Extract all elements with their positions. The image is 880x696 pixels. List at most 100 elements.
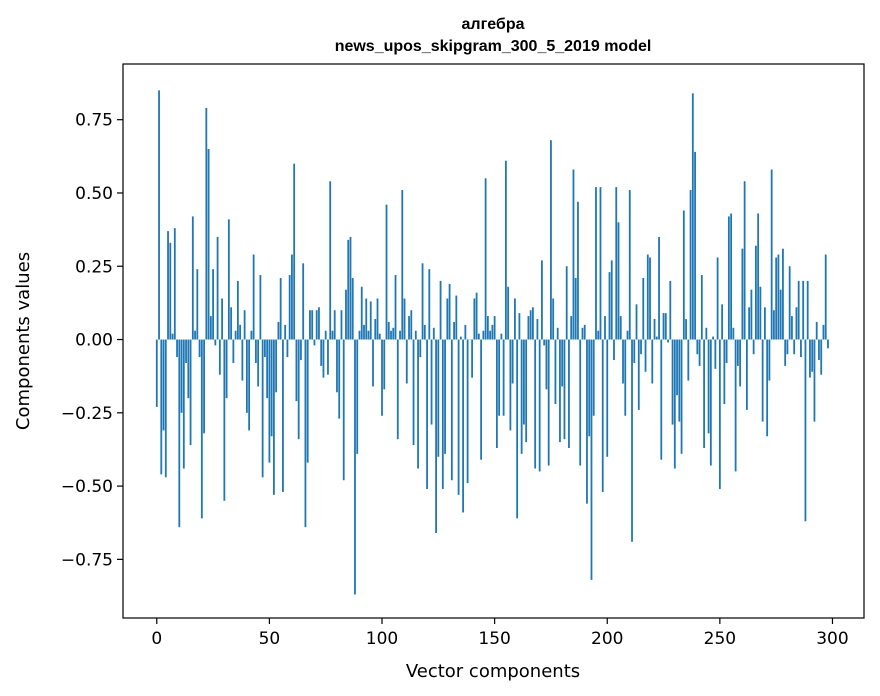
- x-tick-label: 250: [704, 629, 736, 649]
- bar-286: [800, 339, 802, 358]
- bar-197: [599, 187, 602, 340]
- bar-74: [322, 339, 325, 378]
- bar-58: [286, 339, 289, 358]
- bar-185: [572, 169, 575, 340]
- bar-72: [318, 307, 320, 340]
- bar-196: [597, 330, 600, 340]
- bar-90: [358, 330, 361, 340]
- bar-39: [243, 310, 246, 340]
- bar-236: [687, 339, 690, 381]
- bar-84: [345, 289, 347, 340]
- bar-9: [176, 339, 178, 358]
- bar-189: [581, 327, 584, 340]
- bar-168: [534, 339, 537, 469]
- bar-130: [448, 283, 451, 340]
- bar-278: [782, 248, 784, 340]
- bar-46: [259, 275, 262, 340]
- bar-69: [311, 310, 314, 340]
- bar-146: [484, 178, 487, 340]
- bar-296: [822, 324, 825, 340]
- bar-144: [480, 339, 483, 460]
- bar-194: [592, 339, 595, 416]
- bar-233: [680, 339, 683, 454]
- bars-group: [155, 90, 829, 595]
- bar-188: [579, 339, 582, 466]
- bar-1: [158, 90, 160, 340]
- bar-43: [252, 254, 255, 340]
- bar-141: [473, 298, 476, 340]
- bar-76: [327, 339, 329, 375]
- bar-154: [502, 339, 505, 416]
- bar-273: [770, 169, 773, 340]
- bar-85: [347, 239, 350, 340]
- bar-264: [750, 289, 753, 340]
- bar-164: [525, 339, 528, 443]
- bar-230: [673, 339, 676, 469]
- bar-252: [723, 339, 726, 405]
- bar-57: [284, 324, 287, 340]
- bar-132: [453, 321, 455, 340]
- bar-23: [207, 149, 210, 340]
- bar-45: [257, 339, 260, 387]
- bar-143: [477, 333, 480, 340]
- bar-24: [209, 316, 212, 340]
- bar-19: [198, 339, 201, 358]
- bar-239: [694, 151, 696, 340]
- bar-102: [385, 204, 388, 340]
- bar-44: [254, 339, 257, 363]
- bar-162: [520, 339, 523, 454]
- bar-246: [709, 339, 712, 466]
- bar-191: [586, 339, 588, 504]
- bar-198: [601, 339, 604, 492]
- bar-173: [545, 339, 548, 390]
- bar-297: [824, 254, 827, 340]
- bar-87: [351, 277, 354, 340]
- bar-217: [644, 339, 647, 372]
- bar-180: [561, 339, 564, 387]
- bar-225: [662, 313, 665, 340]
- bar-282: [791, 316, 793, 340]
- bar-98: [376, 298, 379, 340]
- bar-175: [550, 140, 552, 340]
- bar-142: [475, 292, 478, 340]
- bar-41: [248, 339, 251, 431]
- bar-5: [167, 231, 169, 340]
- bar-63: [297, 339, 300, 440]
- bar-292: [813, 339, 816, 422]
- bar-38: [241, 339, 244, 381]
- bar-160: [516, 339, 519, 519]
- bar-119: [423, 324, 426, 340]
- bar-257: [734, 339, 737, 472]
- bar-281: [788, 266, 791, 340]
- bar-222: [655, 336, 658, 340]
- plot-area: [122, 63, 865, 619]
- bar-220: [651, 339, 654, 384]
- bar-106: [394, 275, 397, 340]
- bar-199: [604, 316, 606, 340]
- bar-153: [500, 333, 503, 340]
- bar-235: [685, 319, 687, 340]
- bar-113: [410, 310, 413, 340]
- x-tick-label: 200: [591, 629, 623, 649]
- bar-126: [439, 280, 442, 340]
- bar-8: [173, 228, 176, 340]
- bar-161: [518, 313, 521, 340]
- bar-7: [171, 333, 174, 340]
- bar-177: [554, 339, 557, 405]
- bar-263: [748, 307, 751, 340]
- bar-250: [718, 339, 721, 490]
- bar-68: [309, 310, 311, 340]
- bar-35: [234, 330, 237, 340]
- bar-270: [764, 307, 766, 340]
- bar-34: [232, 339, 235, 363]
- bar-256: [732, 327, 735, 340]
- chart-title: алгебра: [462, 16, 525, 33]
- bar-251: [721, 304, 724, 340]
- bar-92: [363, 324, 365, 340]
- bar-174: [547, 339, 550, 466]
- bar-48: [263, 339, 266, 358]
- bar-6: [169, 242, 172, 340]
- bar-112: [408, 316, 410, 340]
- bar-234: [682, 210, 685, 340]
